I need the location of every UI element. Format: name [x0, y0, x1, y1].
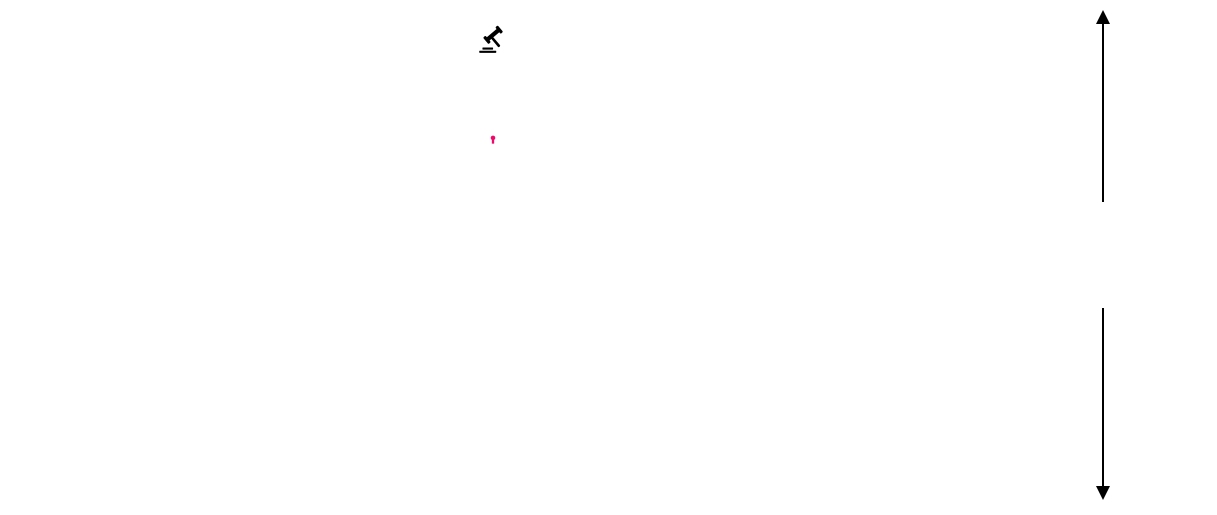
arrow-down-icon [1096, 486, 1110, 500]
gavel-icon [475, 22, 509, 56]
arrow-up-icon [1096, 10, 1110, 24]
arrow-line-top [1102, 24, 1104, 202]
main-column [14, 10, 986, 164]
security-operations-bar [14, 106, 986, 164]
lock-icon [479, 120, 507, 150]
arrow-line-bottom [1102, 308, 1104, 486]
compliance-bar [14, 10, 986, 68]
right-column [1003, 10, 1203, 500]
policies-box [1018, 212, 1188, 298]
